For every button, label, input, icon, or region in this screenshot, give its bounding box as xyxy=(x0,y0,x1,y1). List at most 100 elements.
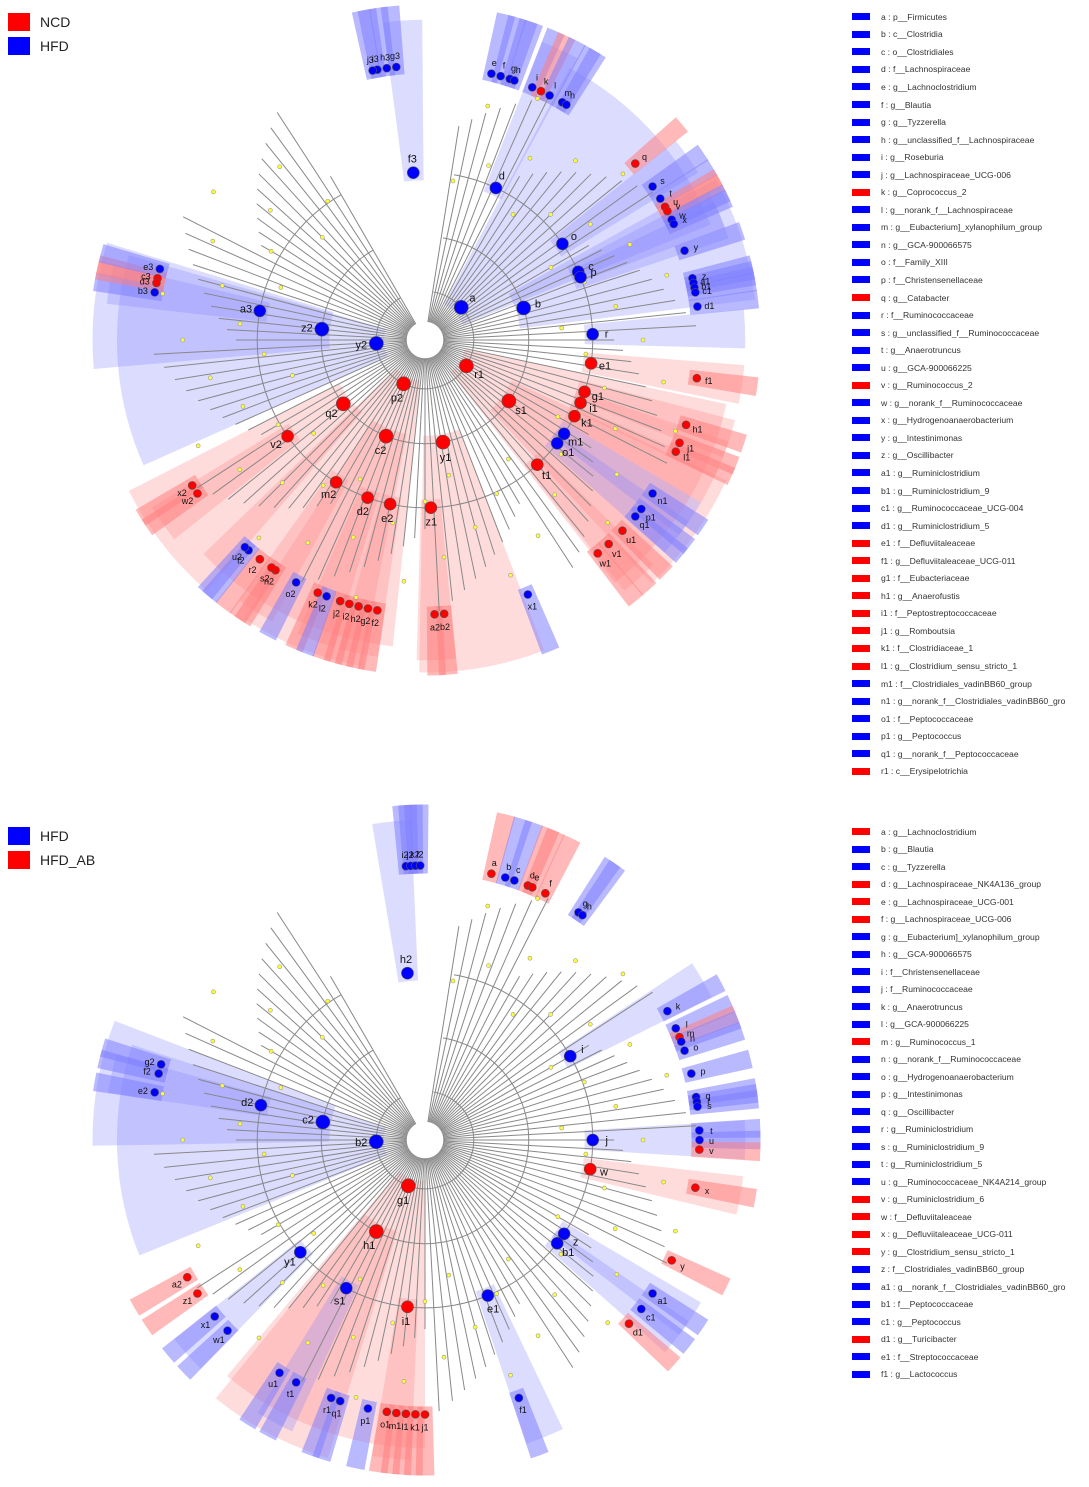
node-i xyxy=(563,1049,577,1063)
node-label-i: i xyxy=(581,1044,583,1056)
node-label-w: w xyxy=(599,1167,608,1179)
taxa-legend-item: d : g__Lachnospiraceae_NK4A136_group xyxy=(852,876,1065,894)
node-r1 xyxy=(326,1393,336,1403)
taxa-legend-item: w : g__norank_f__Ruminococcaceae xyxy=(852,394,1065,412)
taxa-legend-item: d : f__Lachnospiraceae xyxy=(852,61,1065,79)
nonsignificant-node xyxy=(614,471,620,477)
taxa-legend-swatch xyxy=(852,915,870,923)
node-m1 xyxy=(557,427,571,441)
node-j xyxy=(586,1133,600,1147)
branch-line xyxy=(210,345,408,411)
node-f1 xyxy=(514,1393,524,1403)
group-legend-item-ncd: NCD xyxy=(8,10,70,34)
taxa-legend-label: j1 : g__Romboutsia xyxy=(881,625,956,636)
nonsignificant-node xyxy=(548,265,554,270)
node-label-d1: d1 xyxy=(633,1328,643,1338)
nonsignificant-node xyxy=(508,572,513,578)
node-label-m: m xyxy=(565,88,573,98)
taxa-legend-swatch xyxy=(852,863,870,871)
node-label-t: t xyxy=(710,1126,713,1136)
branch-line xyxy=(441,1147,668,1264)
node-u1 xyxy=(618,526,627,535)
taxa-legend-item: p : f__Christensenellaceae xyxy=(852,271,1065,289)
nonsignificant-nodes xyxy=(160,96,678,600)
node-label-b3: b3 xyxy=(138,286,148,296)
branch-line xyxy=(261,158,414,327)
node-l1 xyxy=(401,1409,411,1419)
node-label-d1: d1 xyxy=(704,301,714,311)
taxa-legend-label: e1 : f__Streptococcaceae xyxy=(881,1351,979,1362)
branch-line xyxy=(431,1156,510,1330)
node-label-v2: v2 xyxy=(270,439,282,451)
branch-line xyxy=(153,340,407,355)
node-i1 xyxy=(401,1300,414,1314)
clade-shading xyxy=(686,272,757,302)
nonsignificant-node xyxy=(555,414,561,419)
branch-line xyxy=(441,1049,602,1133)
node-j2 xyxy=(335,596,345,606)
node-label-p: p xyxy=(590,267,596,279)
node-q xyxy=(630,159,640,168)
taxa-legend-label: n : g__norank_f__Ruminococcaceae xyxy=(881,1054,1021,1065)
nonsignificant-node xyxy=(401,1378,407,1384)
branch-line xyxy=(174,342,408,381)
taxa-legend-swatch xyxy=(852,451,870,459)
branch-line xyxy=(428,357,477,579)
taxa-legend-swatch xyxy=(852,1108,870,1116)
nonsignificant-node xyxy=(552,1292,558,1297)
taxa-legend-label: j : g__Lachnospiraceae_UCG-006 xyxy=(881,169,1011,180)
nonsignificant-node xyxy=(210,1038,216,1044)
node-y xyxy=(680,246,689,255)
node-j1 xyxy=(420,1410,430,1419)
taxa-legend-item: r : g__Ruminiclostridium xyxy=(852,1121,1065,1139)
clade-shading xyxy=(617,1312,681,1372)
taxa-legend-label: d1 : g__Ruminiclostridium_5 xyxy=(881,520,990,531)
branch-line xyxy=(317,1156,419,1380)
branch-line xyxy=(192,264,408,335)
nonsignificant-node xyxy=(620,971,626,977)
group-legend: NCD HFD xyxy=(8,10,70,58)
nonsignificant-node xyxy=(450,178,456,184)
taxa-legend-item: p : g__Intestinimonas xyxy=(852,1086,1065,1104)
branch-line xyxy=(288,353,414,509)
taxa-legend-item: j1 : g__Romboutsia xyxy=(852,622,1065,640)
node-b xyxy=(516,300,531,316)
branch-line xyxy=(443,1141,632,1163)
cladogram-panel-hfd-hfdab: b2 g1 c2 h1 j i w z b1 e1 i1 s1 y1 d2 h2 a b c d e f g h k l m n o p… xyxy=(0,804,1089,1487)
clade-shading xyxy=(624,505,688,563)
branch-line xyxy=(256,1017,411,1130)
nonsignificant-node xyxy=(627,1042,633,1047)
taxa-legend-item: c1 : g__Peptococcus xyxy=(852,1313,1065,1331)
node-e xyxy=(487,69,496,78)
branch-line xyxy=(426,1158,453,1401)
clade-shading xyxy=(351,9,382,80)
nonsignificant-node xyxy=(325,998,331,1004)
nonsignificant-node xyxy=(261,351,267,357)
branch-line xyxy=(439,185,638,330)
nonsignificant-node xyxy=(446,1272,452,1278)
node-n1 xyxy=(648,489,657,498)
branch-line xyxy=(436,171,562,327)
node-label-f3: f3 xyxy=(408,154,417,166)
taxa-legend-item: g : g__Eubacterium]_xylanophilum_group xyxy=(852,928,1065,946)
branch-line xyxy=(222,1146,409,1219)
nonsignificant-node xyxy=(311,431,316,436)
taxa-legend-item: c : g__Tyzzerella xyxy=(852,858,1065,876)
taxa-legend-swatch xyxy=(852,329,870,337)
node-t1 xyxy=(291,1378,301,1387)
node-label-n: n xyxy=(690,1033,695,1043)
node-k xyxy=(663,1006,672,1016)
taxa-legend-swatch xyxy=(852,1283,870,1291)
taxa-legend-label: n : g__GCA-900066575 xyxy=(881,239,972,250)
node-label-a2: a2 xyxy=(172,1279,182,1289)
taxa-legend-swatch xyxy=(852,1353,870,1361)
branch-line xyxy=(438,980,623,1129)
taxa-legend-label: r : g__Ruminiclostridium xyxy=(881,1124,974,1135)
taxa-legend-item: k : g__Anaerotruncus xyxy=(852,998,1065,1016)
nonsignificant-node xyxy=(350,1334,356,1340)
taxa-legend-swatch xyxy=(852,294,870,302)
nonsignificant-node xyxy=(472,524,478,530)
clade-shading xyxy=(690,1141,761,1162)
node-label-j1: j1 xyxy=(420,1423,428,1433)
node-b2 xyxy=(368,1134,384,1150)
